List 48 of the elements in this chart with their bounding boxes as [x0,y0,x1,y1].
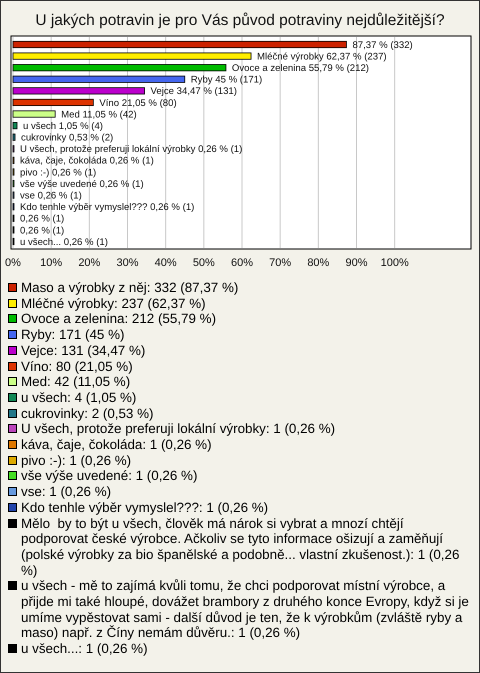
x-tick-label: 70% [269,256,292,269]
data-label: U všech, protože preferuji lokální výrobky 0,26 % (1) [20,144,242,156]
chart-title: U jakých potravin je pro Vás původ potraviny nejdůležitější? [35,12,445,29]
data-label: Mléčné výrobky 62,37 % (237) [257,51,387,62]
x-tick-label: 40% [154,256,177,269]
data-label: u všech 1,05 % (4) [23,120,104,132]
data-label: Ovoce a zelenina 55,79 % (212) [232,63,369,74]
text: Med: 42 (11,05 %) [21,374,130,390]
text: pivo :-): 1 (0,26 %) [21,452,132,468]
text: Ryby: 171 (45 %) [21,327,124,342]
text: Ovoce a zelenina: 212 (55,79 %) [21,311,216,326]
text: Kdo tenhle výběr vymyslel???: 1 (0,26 %) [21,500,268,515]
data-label: káva, čaje, čokoláda 0,26 % (1) [20,156,154,167]
text: Mělo by to být u všech, člověk má nárok si vybrat a mnozí chtějí podporovat české výrobce. Ačkoliv se tyto informace ošizují a zaměňují (polské výrobky za bio španělské a podobně... vlastní zkušenost.): 1 (0,26 %) [21,516,460,578]
x-tick-label: 30% [116,256,139,269]
x-tick-label: 90% [345,256,368,269]
text: u všech - mě to zajímá kvůli tomu, že chci podporovat místní výrobce, a přijde mi také hloupé, dovážet brambory z druhého konce Evropy, když si je umíme vypěstovat sami - další důvod je ten, že k výrobkům (zvláště ryby a maso) např. z Číny nemám důvěru.: 1 (0,26 %) [21,578,470,640]
x-tick-label: 80% [307,256,330,269]
x-tick-label: 10% [40,256,62,269]
text: U všech, protože preferuji lokální výrobky: 1 (0,26 %) [21,421,336,436]
x-tick-label: 20% [78,256,101,269]
data-label: vse 0,26 % (1) [20,190,82,202]
x-tick-label: 50% [192,256,216,269]
data-label: 0,26 % (1) [20,214,64,225]
text: cukrovinky: 2 (0,53 %) [21,406,154,421]
text: u všech...: 1 (0,26 %) [21,641,148,656]
data-label: Víno 21,05 % (80) [99,98,177,109]
x-tick-label: 60% [230,256,254,269]
text: Mléčné výrobky: 237 (62,37 %) [21,296,206,311]
text: Maso a výrobky z něj: 332 (87,37 %) [21,280,238,295]
data-label: Vejce 34,47 % (131) [150,86,237,98]
x-tick-label: 0% [5,256,22,269]
data-label: cukrovinky 0,53 % (2) [21,132,114,144]
text: káva, čaje, čokoláda: 1 (0,26 %) [21,437,212,452]
data-label: 87,37 % (332) [352,40,413,51]
text: Vejce: 131 (34,47 %) [21,342,146,358]
text: Víno: 80 (21,05 %) [21,358,133,374]
data-label: Med 11,05 % (42) [61,109,137,120]
text: vše výše uvedené: 1 (0,26 %) [21,468,198,484]
text: vse: 1 (0,26 %) [21,484,112,500]
data-label: vše výše uvedené 0,26 % (1) [20,178,144,190]
data-label: Ryby 45 % (171) [190,74,262,86]
data-label: u všech... 0,26 % (1) [20,236,108,248]
data-label: pivo :-) 0,26 % (1) [20,167,96,178]
x-tick-label: 100% [380,256,409,269]
data-label: Kdo tenhle výběr vymyslel??? 0,26 % (1) [20,202,194,214]
text: u všech: 4 (1,05 %) [21,390,136,405]
data-label: 0,26 % (1) [20,225,64,236]
